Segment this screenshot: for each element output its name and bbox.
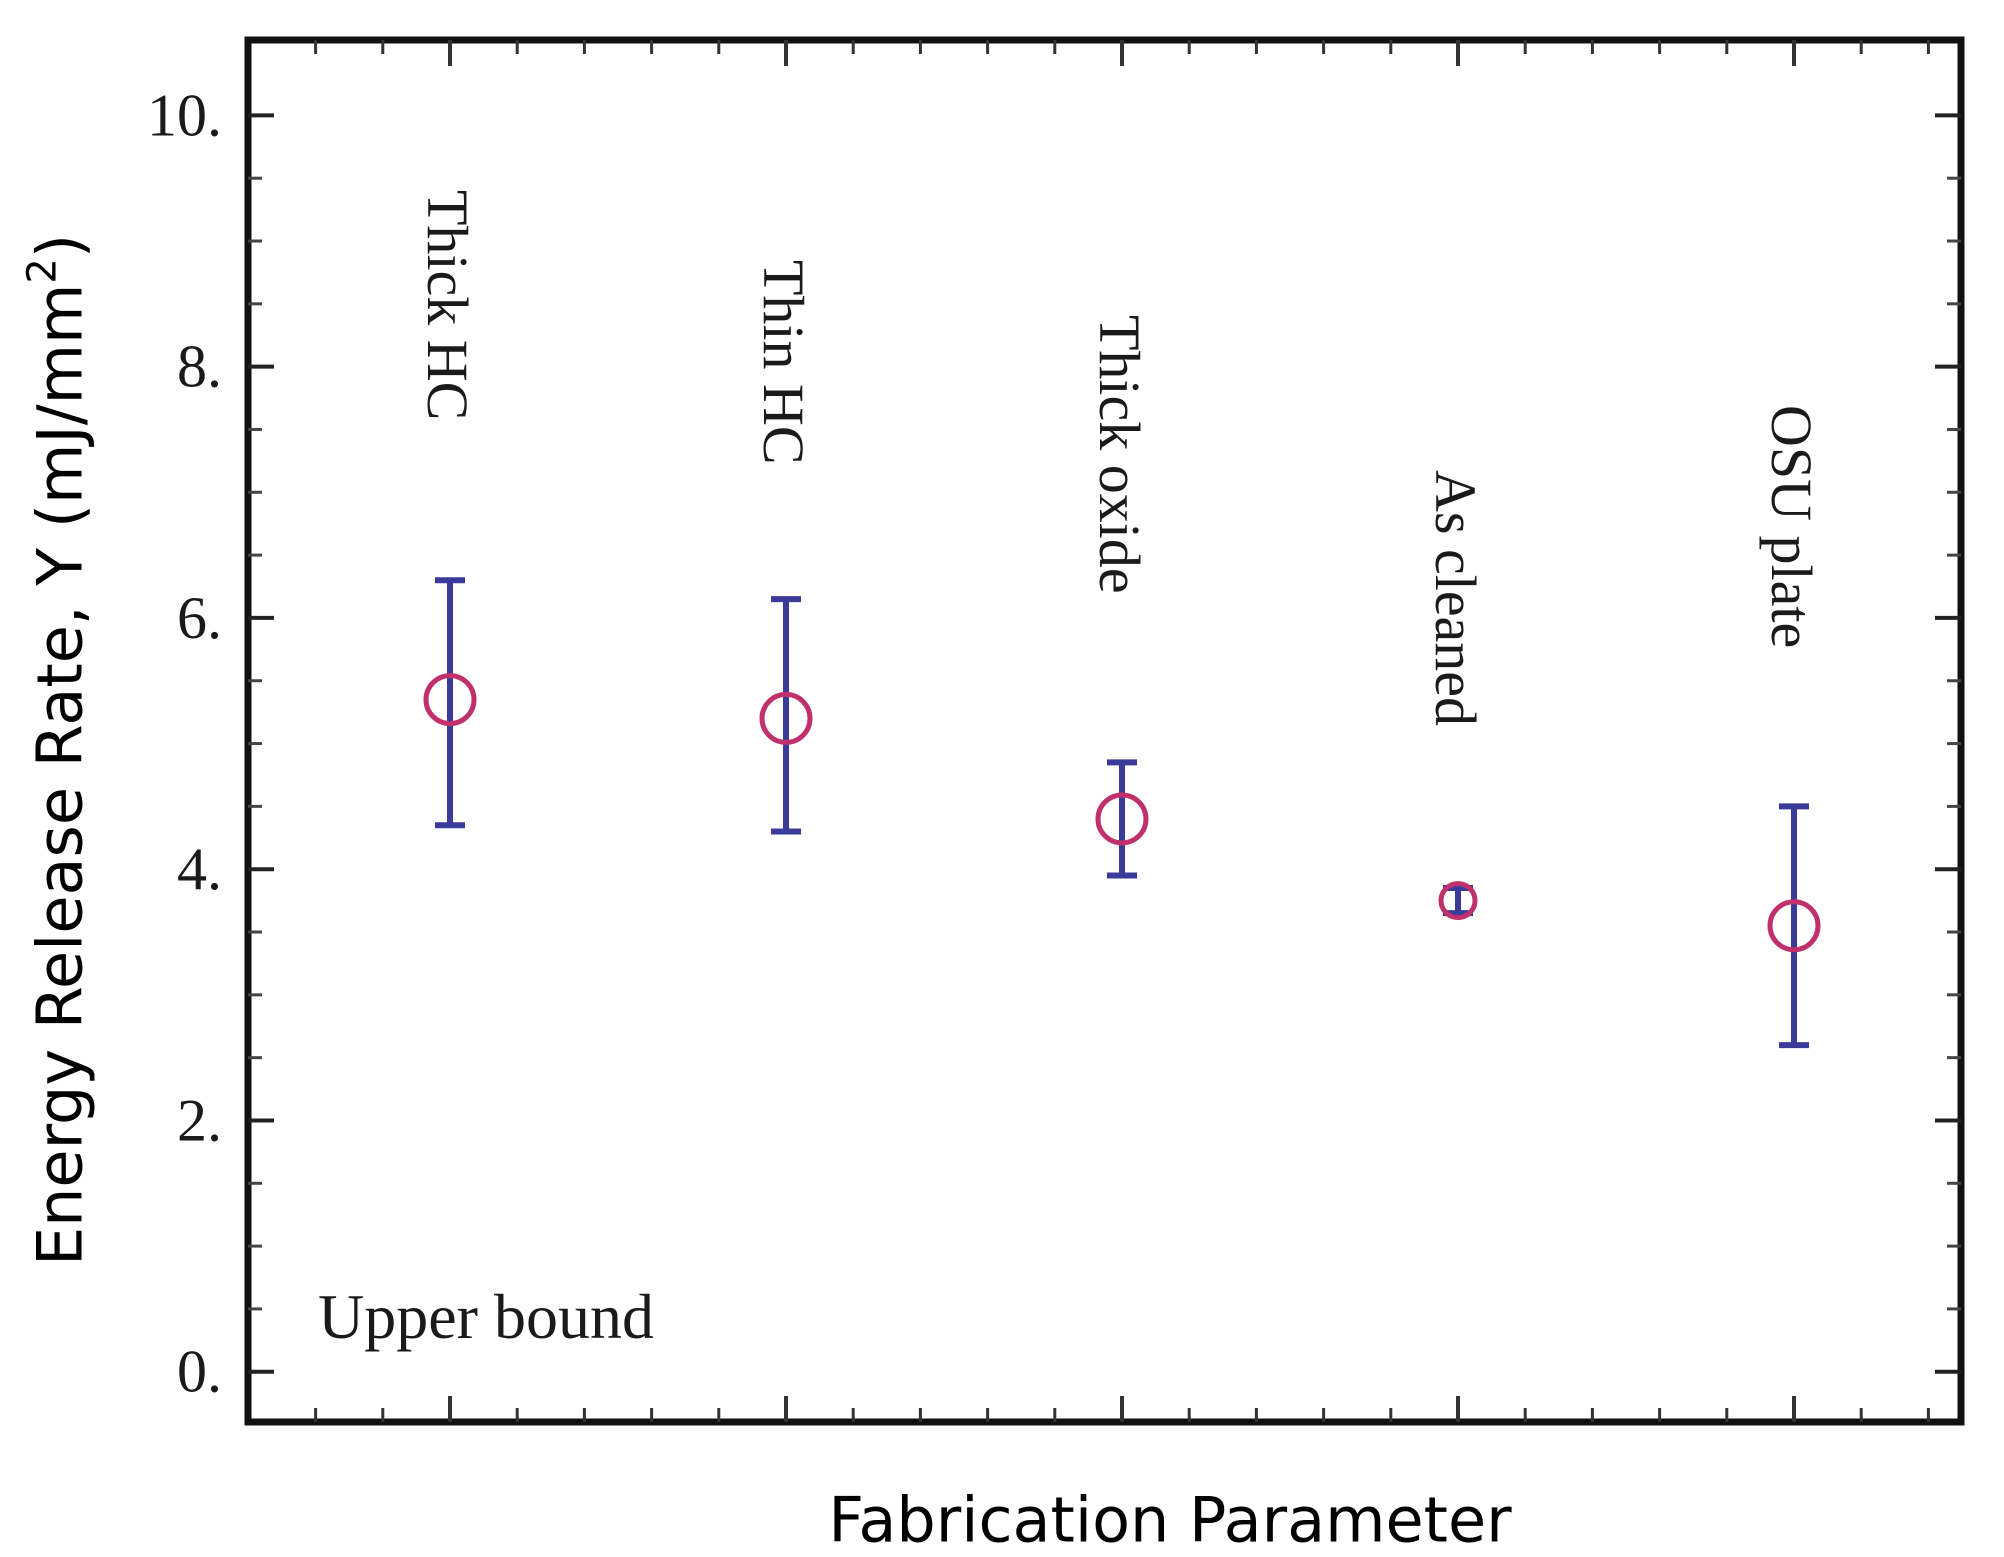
category-labels: Thick HC Thin HC Thick oxide As cleaned OSU … <box>415 190 1824 726</box>
category-label: As cleaned <box>1423 470 1488 726</box>
x-axis-label: Fabrication Parameter <box>828 1483 1512 1557</box>
data-points <box>423 577 1821 1049</box>
y-axis-ticks: 0. 2. 4. 6. 8. 10. <box>147 82 1961 1405</box>
y-tick-label: 0. <box>177 1339 222 1405</box>
category-label: Thin HC <box>751 260 816 465</box>
y-tick-label: 4. <box>177 836 222 902</box>
data-point <box>423 673 477 727</box>
data-point <box>1438 881 1478 921</box>
y-tick-label: 6. <box>177 585 222 651</box>
y-axis-label: Energy Release Rate, Υ (mJ/mm2) <box>20 233 97 1267</box>
category-label: Thick oxide <box>1087 315 1152 594</box>
data-point <box>1095 792 1149 846</box>
category-label: OSU plate <box>1759 405 1824 648</box>
y-axis-label-wrap: Energy Release Rate, Υ (mJ/mm2) <box>0 0 120 1555</box>
y-axis-label-close: ) <box>23 233 97 259</box>
y-axis-label-main: Energy Release Rate, Υ (mJ/mm <box>23 283 97 1267</box>
category-label: Thick HC <box>415 190 480 420</box>
y-tick-label: 8. <box>177 334 222 400</box>
data-point <box>1767 899 1821 953</box>
upper-bound-annotation: Upper bound <box>318 1281 654 1352</box>
minor-ticks <box>248 40 1961 1422</box>
data-point <box>759 691 813 745</box>
y-tick-label: 2. <box>177 1087 222 1153</box>
plot-frame <box>244 36 1965 1426</box>
y-tick-label: 10. <box>147 82 222 148</box>
y-axis-label-sup: 2 <box>19 258 66 284</box>
